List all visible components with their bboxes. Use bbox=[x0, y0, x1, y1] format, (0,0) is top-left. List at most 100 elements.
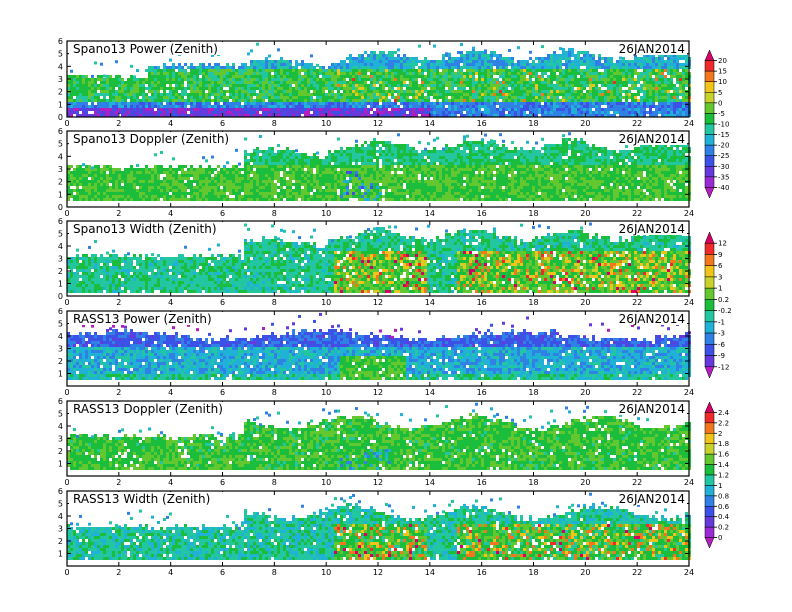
colorbar-segment bbox=[705, 266, 714, 277]
x-tick-label: 2 bbox=[116, 568, 121, 577]
colorbar-segment bbox=[705, 423, 714, 433]
x-tick-label: 4 bbox=[168, 119, 173, 128]
y-tick-label: 2 bbox=[58, 88, 63, 97]
colorbar-width: 2.42.221.81.61.41.210.80.60.40.20 bbox=[705, 402, 730, 548]
y-tick-label: 6 bbox=[58, 397, 63, 406]
y-tick-label: 3 bbox=[58, 525, 63, 534]
y-tick-label: 4 bbox=[58, 332, 63, 341]
x-tick-label: 4 bbox=[168, 478, 173, 487]
colorbar-label: 0.2 bbox=[718, 296, 729, 304]
colorbar-cap bbox=[705, 367, 714, 378]
colorbar-label: 15 bbox=[718, 68, 727, 76]
x-tick-label: 18 bbox=[528, 298, 538, 307]
x-tick-label: 20 bbox=[580, 298, 590, 307]
x-tick-label: 12 bbox=[373, 478, 383, 487]
colorbar-label: 2 bbox=[718, 430, 722, 438]
x-tick-label: 10 bbox=[321, 209, 331, 218]
x-tick-label: 22 bbox=[632, 209, 642, 218]
x-tick-label: 20 bbox=[580, 209, 590, 218]
x-tick-label: 10 bbox=[321, 478, 331, 487]
x-tick-label: 22 bbox=[632, 298, 642, 307]
x-tick-label: 24 bbox=[684, 568, 694, 577]
x-tick-label: 16 bbox=[477, 298, 487, 307]
x-tick-label: 14 bbox=[425, 298, 435, 307]
y-tick-label: 1 bbox=[58, 190, 63, 199]
y-tick-label: 2 bbox=[58, 357, 63, 366]
colorbar-label: -40 bbox=[718, 184, 729, 192]
x-tick-label: 2 bbox=[116, 388, 121, 397]
y-tick-label: 2 bbox=[58, 537, 63, 546]
x-tick-label: 6 bbox=[220, 568, 225, 577]
y-tick-label: 3 bbox=[58, 435, 63, 444]
colorbar-segment bbox=[705, 356, 714, 367]
y-tick-label: 5 bbox=[58, 140, 63, 149]
x-tick-label: 0 bbox=[64, 119, 69, 128]
colorbar-label: 5 bbox=[718, 89, 722, 97]
x-tick-label: 8 bbox=[272, 568, 277, 577]
x-tick-label: 14 bbox=[425, 209, 435, 218]
panel-date: 26JAN2014 bbox=[619, 402, 685, 416]
colorbars: 20151050-5-10-15-20-25-30-35-401296310.2… bbox=[705, 50, 732, 548]
colorbar-segment bbox=[705, 433, 714, 443]
panel-date: 26JAN2014 bbox=[619, 42, 685, 56]
colorbar-segment bbox=[705, 506, 714, 516]
colorbar-label: 2.2 bbox=[718, 419, 729, 427]
panel-title: RASS13 Doppler (Zenith) bbox=[73, 402, 223, 416]
colorbar-label: -1 bbox=[718, 318, 725, 326]
x-tick-label: 2 bbox=[116, 298, 121, 307]
colorbar-segment bbox=[705, 277, 714, 288]
x-tick-label: 16 bbox=[477, 478, 487, 487]
colorbar-cap bbox=[705, 402, 714, 412]
x-tick-label: 12 bbox=[373, 298, 383, 307]
x-tick-label: 14 bbox=[425, 388, 435, 397]
x-tick-label: 18 bbox=[528, 568, 538, 577]
x-tick-label: 0 bbox=[64, 298, 69, 307]
colorbar-label: -12 bbox=[718, 363, 729, 371]
panel-title: Spano13 Doppler (Zenith) bbox=[73, 132, 229, 146]
colorbar-segment bbox=[705, 92, 714, 103]
colorbar-segment bbox=[705, 82, 714, 93]
colorbar-segment bbox=[705, 311, 714, 322]
colorbar-segment bbox=[705, 454, 714, 464]
x-tick-label: 22 bbox=[632, 388, 642, 397]
y-tick-label: 0 bbox=[58, 203, 63, 212]
x-tick-label: 8 bbox=[272, 478, 277, 487]
y-tick-label: 2 bbox=[58, 178, 63, 187]
colorbar-segment bbox=[705, 156, 714, 167]
colorbar-label: 20 bbox=[718, 57, 727, 65]
y-tick-label: 5 bbox=[58, 410, 63, 419]
y-tick-label: 1 bbox=[58, 370, 63, 379]
colorbar-label: -10 bbox=[718, 121, 729, 129]
y-tick-label: 5 bbox=[58, 230, 63, 239]
y-tick-label: 6 bbox=[58, 307, 63, 316]
x-tick-label: 10 bbox=[321, 568, 331, 577]
colorbar-label: -25 bbox=[718, 152, 729, 160]
colorbar-label: -5 bbox=[718, 110, 725, 118]
x-tick-label: 0 bbox=[64, 568, 69, 577]
x-tick-label: 14 bbox=[425, 568, 435, 577]
x-tick-label: 22 bbox=[632, 568, 642, 577]
x-tick-label: 22 bbox=[632, 478, 642, 487]
colorbar-segment bbox=[705, 344, 714, 355]
x-tick-label: 4 bbox=[168, 568, 173, 577]
y-tick-label: 1 bbox=[58, 280, 63, 289]
x-tick-label: 18 bbox=[528, 119, 538, 128]
colorbar-label: 1.4 bbox=[718, 461, 730, 469]
x-tick-label: 24 bbox=[684, 478, 694, 487]
colorbar-label: 6 bbox=[718, 262, 723, 270]
y-tick-label: 0 bbox=[58, 292, 63, 301]
x-tick-label: 6 bbox=[220, 209, 225, 218]
y-tick-label: 5 bbox=[58, 50, 63, 59]
colorbar-label: -9 bbox=[718, 352, 725, 360]
colorbar-label: 0.6 bbox=[718, 503, 730, 511]
colorbar-segment bbox=[705, 166, 714, 177]
colorbar-segment bbox=[705, 475, 714, 485]
colorbar-cap bbox=[705, 538, 714, 548]
colorbar-label: 1 bbox=[718, 482, 722, 490]
colorbar-segment bbox=[705, 444, 714, 454]
